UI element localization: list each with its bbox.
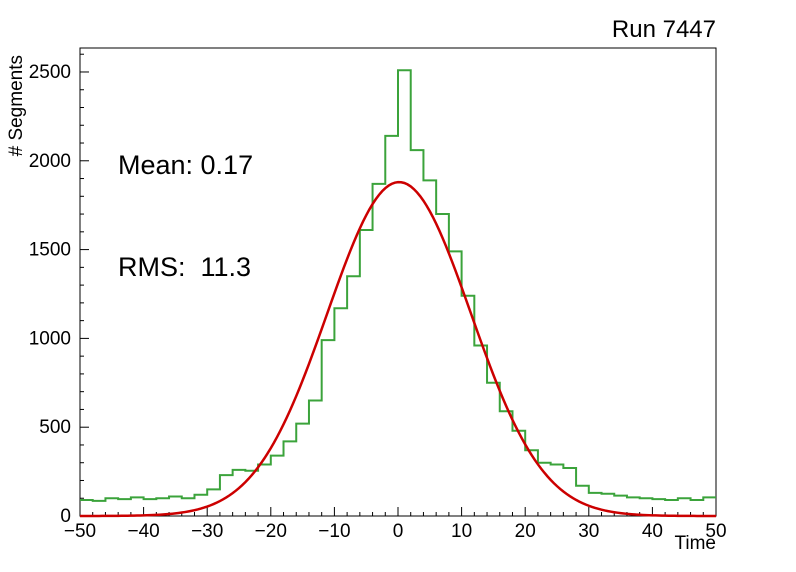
stats-mean: Mean: 0.17 (118, 150, 254, 180)
x-tick-label: −20 (255, 521, 287, 542)
y-tick-label: 1000 (29, 328, 71, 349)
x-tick-label: 40 (642, 521, 663, 542)
fit-curve (80, 180, 716, 518)
x-tick-label: 20 (515, 521, 536, 542)
x-tick-label: −10 (318, 521, 350, 542)
x-tick-label: −40 (127, 521, 159, 542)
x-tick-label: 10 (451, 521, 472, 542)
x-tick-label: −30 (191, 521, 223, 542)
y-tick-label: 1500 (29, 240, 71, 261)
x-tick-label: 0 (393, 521, 404, 542)
stats-box: Mean: 0.17 RMS: 11.3 (118, 80, 253, 352)
y-tick-label: 0 (60, 506, 71, 527)
x-tick-label: 30 (578, 521, 599, 542)
y-tick-label: 2000 (29, 151, 71, 172)
y-tick-label: 2500 (29, 62, 71, 83)
y-tick-label: 500 (39, 417, 71, 438)
y-axis-title: # Segments (6, 55, 27, 157)
histogram-line (80, 69, 716, 502)
stats-rms: RMS: 11.3 (118, 252, 252, 282)
x-tick-label: −50 (64, 521, 96, 542)
x-axis-title: Time (674, 533, 716, 554)
chart-title: Run 7447 (611, 16, 716, 43)
x-tick-label: 50 (705, 521, 726, 542)
